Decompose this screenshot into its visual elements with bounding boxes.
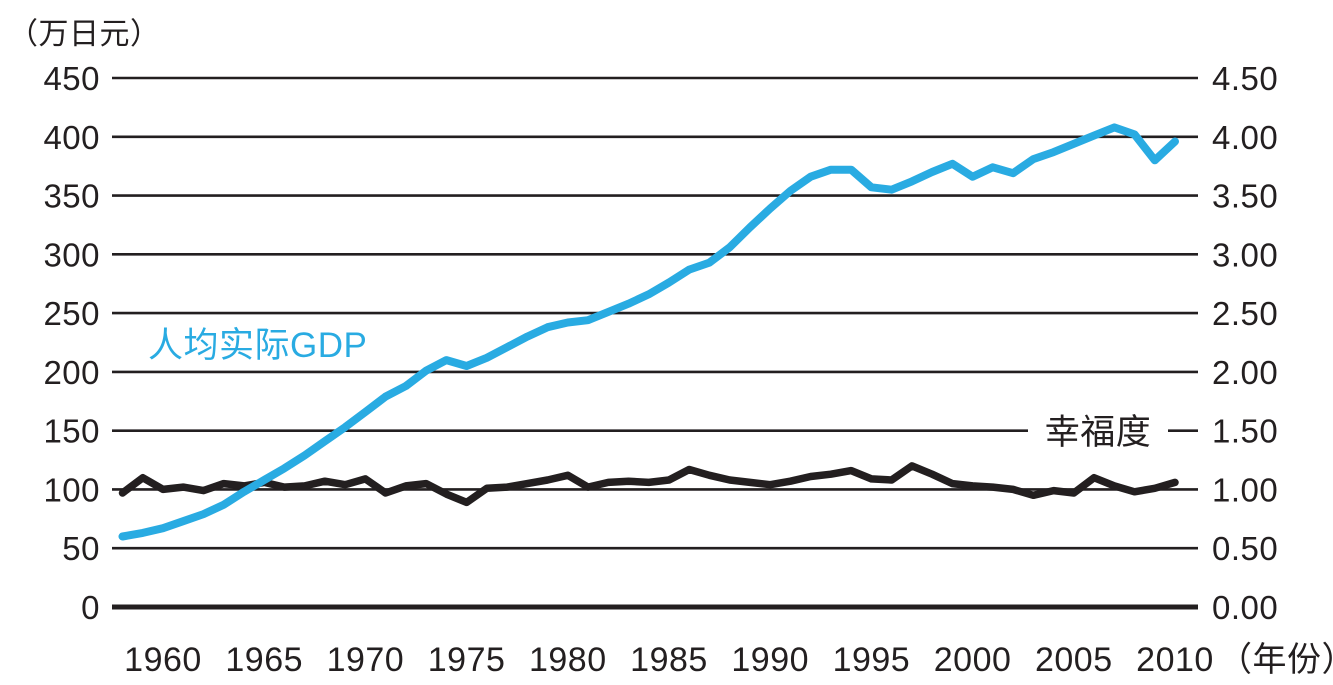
x-tick-label-1975: 1975 [428,641,506,679]
right-tick-label-4.00: 4.00 [1212,119,1278,156]
happiness-line [118,462,1179,507]
left-tick-label-450: 450 [43,60,100,97]
x-axis-tick-labels: 1960 1965 1970 1975 1980 1985 1990 1995 2000 2005… [124,641,1214,679]
x-tick-label-1980: 1980 [529,641,607,679]
right-tick-label-0.50: 0.50 [1212,530,1278,567]
gdp-line [118,123,1179,541]
left-tick-label-100: 100 [43,471,100,508]
right-tick-label-2.50: 2.50 [1212,295,1278,332]
x-tick-label-2010: 2010 [1136,641,1214,679]
right-axis-tick-labels: 4.50 4.00 3.50 3.00 2.50 2.00 1.50 1.00 0.50 0.00 [1212,60,1278,626]
gridlines [112,76,1198,610]
right-tick-label-3.00: 3.00 [1212,236,1278,273]
left-tick-label-0: 0 [81,589,100,626]
right-tick-label-4.50: 4.50 [1212,60,1278,97]
x-tick-label-1970: 1970 [327,641,405,679]
left-tick-label-50: 50 [62,530,100,567]
x-tick-label-1960: 1960 [124,641,202,679]
x-tick-label-2005: 2005 [1035,641,1113,679]
x-axis-unit-label: （年份） [1218,641,1333,679]
gdp-series-label: 人均实际GDP [148,326,367,365]
x-tick-label-1965: 1965 [225,641,303,679]
left-tick-label-250: 250 [43,295,100,332]
right-tick-label-1.00: 1.00 [1212,471,1278,508]
x-tick-label-1990: 1990 [731,641,809,679]
left-tick-label-200: 200 [43,354,100,391]
left-axis-tick-labels: 450 400 350 300 250 200 150 100 50 0 [43,60,100,626]
right-tick-label-3.50: 3.50 [1212,178,1278,215]
left-tick-label-400: 400 [43,119,100,156]
right-tick-label-2.00: 2.00 [1212,354,1278,391]
right-tick-label-1.50: 1.50 [1212,413,1278,450]
left-tick-label-300: 300 [43,236,100,273]
left-tick-label-350: 350 [43,178,100,215]
left-axis-unit-label: （万日元） [8,18,161,51]
x-tick-label-2000: 2000 [934,641,1012,679]
x-tick-label-1985: 1985 [630,641,708,679]
right-tick-label-0.00: 0.00 [1212,589,1278,626]
left-tick-label-150: 150 [43,413,100,450]
x-tick-label-1995: 1995 [833,641,911,679]
happiness-series-label: 幸福度 [1045,413,1152,452]
